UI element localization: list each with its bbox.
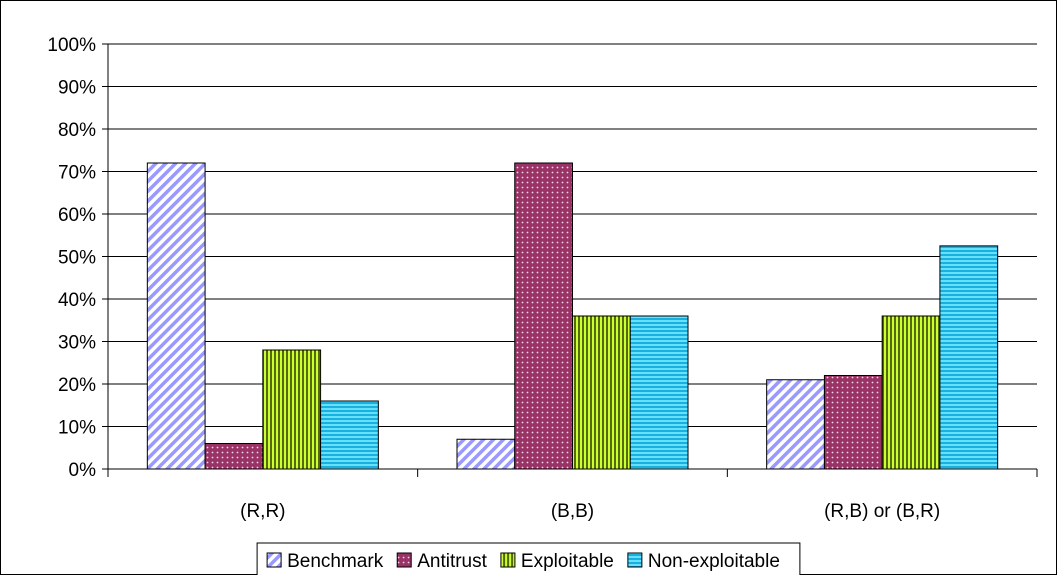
legend-label-benchmark: Benchmark [287, 551, 384, 572]
axes [107, 44, 1037, 470]
bar-benchmark [456, 438, 516, 470]
y-tick-label: 60% [58, 205, 96, 226]
y-tick-label: 100% [47, 35, 96, 56]
x-axis: (R,R) (B,B) (R,B) or (B,R) [107, 469, 1038, 522]
y-tick-label: 10% [58, 418, 96, 439]
y-axis: 0% 10% 20% 30% 40% 50% 60% 70% 80% 90% 100% [47, 35, 108, 481]
bar-non-exploitable [629, 315, 689, 470]
bar-antitrust [514, 162, 574, 470]
category-label: (R,B) or (B,R) [824, 501, 940, 522]
bar-non-exploitable [320, 400, 379, 470]
y-tick-label: 30% [58, 333, 96, 354]
y-tick-label: 0% [69, 460, 97, 481]
bar-antitrust [204, 443, 264, 470]
y-tick-label: 50% [58, 248, 96, 269]
legend-label-exploitable: Exploitable [521, 551, 614, 572]
bar-exploitable [262, 349, 322, 470]
bar-exploitable [572, 315, 631, 470]
legend: Benchmark Antitrust Exploitable Non-exploit… [256, 542, 801, 575]
legend-swatch-benchmark [266, 552, 282, 568]
legend-box [256, 542, 801, 575]
y-tick-label: 80% [58, 120, 96, 141]
y-tick-label: 70% [58, 163, 96, 184]
legend-swatch-antitrust [396, 552, 412, 568]
bar-benchmark [146, 162, 206, 470]
bar-exploitable [881, 315, 941, 470]
bars [146, 162, 999, 470]
y-tick-label: 40% [58, 290, 96, 311]
legend-label-antitrust: Antitrust [417, 551, 487, 572]
y-tick-label: 90% [58, 78, 96, 99]
y-tick-label: 20% [58, 375, 96, 396]
legend-swatch-exploitable [500, 552, 516, 568]
bar-benchmark [766, 379, 825, 470]
category-label: (R,R) [240, 501, 285, 522]
category-label: (B,B) [551, 501, 594, 522]
legend-swatch-non-exploitable [627, 552, 643, 568]
bar-antitrust [823, 375, 883, 470]
bar-non-exploitable [939, 245, 999, 470]
legend-label-non-exploitable: Non-exploitable [648, 551, 780, 572]
